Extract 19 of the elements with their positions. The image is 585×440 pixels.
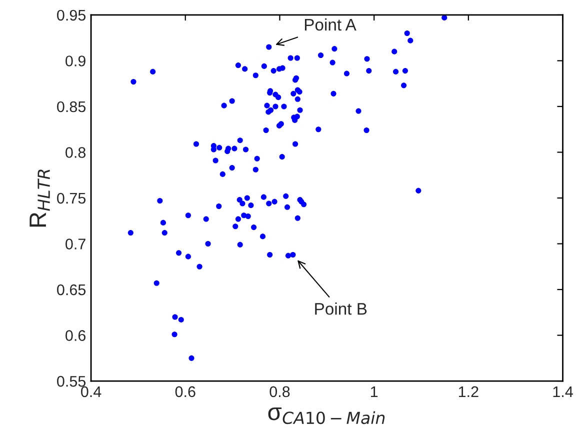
x-tick-label: 0.6 [175, 386, 196, 398]
x-axis-title: σ$_{CA10−Main}$ [268, 408, 385, 424]
y-tick-label: 0.85 [57, 101, 86, 112]
y-tick-label: 0.7 [66, 238, 86, 250]
x-tick-label: 0.8 [270, 386, 290, 398]
x-tick-label: 0.4 [81, 386, 102, 398]
x-tick-label: 1 [370, 386, 378, 397]
annotation: Point A [304, 18, 356, 31]
y-tick-label: 0.95 [57, 10, 86, 21]
y-tick-label: 0.9 [66, 56, 86, 66]
y-axis-title: R$_{HLTR}$ [30, 170, 50, 227]
x-tick-label: 1.4 [553, 386, 573, 397]
annotation: Point B [315, 302, 367, 315]
y-tick-label: 0.8 [66, 147, 86, 158]
y-tick-label: 0.65 [57, 284, 86, 296]
y-tick-label: 0.55 [57, 376, 86, 387]
x-tick-label: 1.2 [458, 386, 478, 397]
y-tick-label: 0.6 [66, 330, 86, 341]
y-tick-label: 0.75 [57, 192, 86, 204]
